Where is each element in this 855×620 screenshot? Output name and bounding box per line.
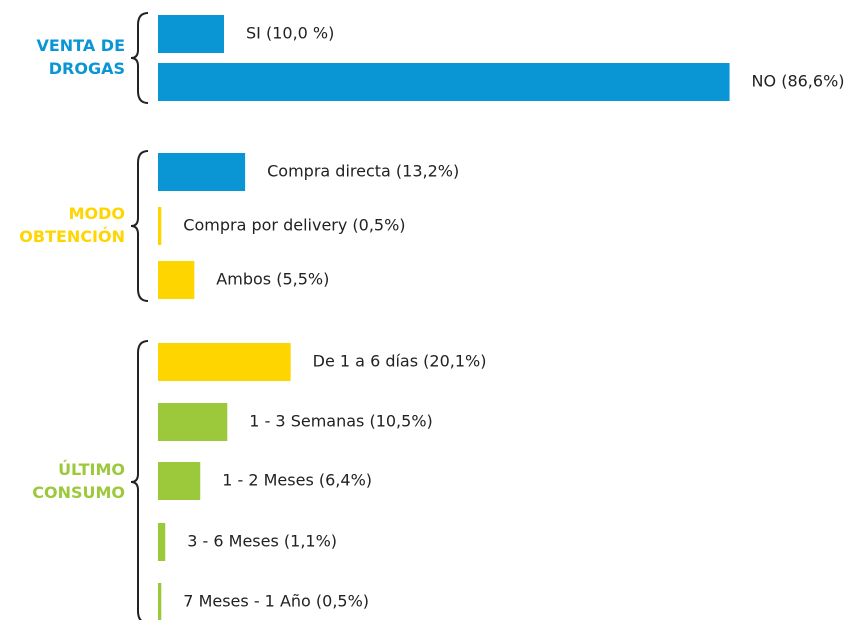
group-title: DROGAS [49,59,125,78]
bar [158,523,166,561]
group-bracket [130,150,149,302]
bar-label: Ambos (5,5%) [216,270,329,289]
group-title: VENTA DE [36,36,125,55]
bar [158,462,201,500]
bar [158,261,195,299]
group-bracket [130,12,149,104]
bar-label: 3 - 6 Meses (1,1%) [187,532,337,551]
bar-label: Compra directa (13,2%) [267,162,459,181]
bar [158,403,228,441]
bar-label: SI (10,0 %) [246,24,334,43]
bar-label: 1 - 2 Meses (6,4%) [222,471,372,490]
group-title: ÚLTIMO [58,460,125,479]
bar [158,15,224,53]
bar [158,63,730,101]
group-bracket [130,340,149,620]
group-title: MODO [69,204,125,223]
bar [158,207,162,245]
bar [158,153,246,191]
bar-label: Compra por delivery (0,5%) [183,216,405,235]
group-title: OBTENCIÓN [19,227,125,246]
bar-label: 7 Meses - 1 Año (0,5%) [183,592,369,611]
bar [158,583,162,620]
bar-label: NO (86,6%) [752,72,845,91]
bar [158,343,291,381]
group-title: CONSUMO [32,483,125,502]
bar-label: 1 - 3 Semanas (10,5%) [249,412,432,431]
bar-label: De 1 a 6 días (20,1%) [313,352,487,371]
